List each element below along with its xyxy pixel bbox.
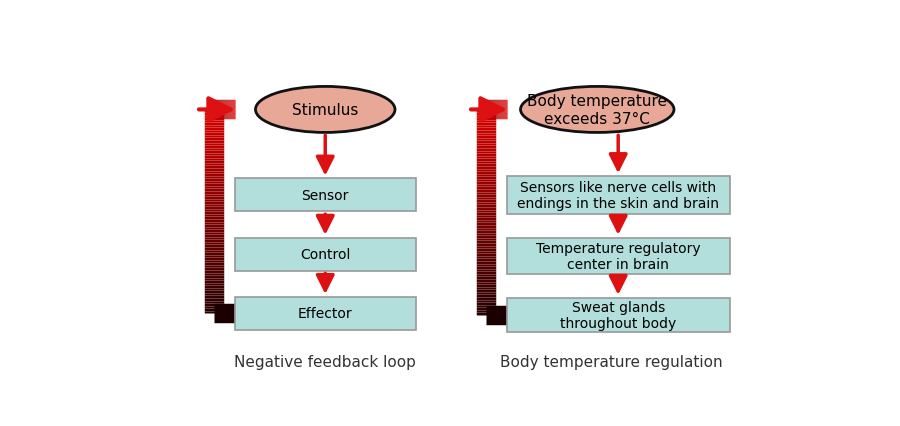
FancyBboxPatch shape	[507, 238, 730, 274]
Text: Temperature regulatory
center in brain: Temperature regulatory center in brain	[536, 241, 700, 271]
Text: Control: Control	[300, 248, 350, 262]
Text: Body temperature
exceeds 37°C: Body temperature exceeds 37°C	[527, 94, 667, 127]
FancyBboxPatch shape	[507, 298, 730, 332]
FancyBboxPatch shape	[235, 179, 416, 212]
Text: Sensors like nerve cells with
endings in the skin and brain: Sensors like nerve cells with endings in…	[518, 180, 719, 210]
Text: Sweat glands
throughout body: Sweat glands throughout body	[560, 300, 676, 330]
FancyBboxPatch shape	[235, 238, 416, 271]
FancyBboxPatch shape	[235, 297, 416, 330]
Text: Stimulus: Stimulus	[292, 103, 358, 118]
Text: Effector: Effector	[298, 307, 353, 320]
Ellipse shape	[520, 87, 674, 133]
Text: Body temperature regulation: Body temperature regulation	[500, 354, 723, 369]
Ellipse shape	[256, 87, 395, 133]
Text: Sensor: Sensor	[302, 188, 349, 202]
FancyBboxPatch shape	[507, 177, 730, 214]
Text: Negative feedback loop: Negative feedback loop	[234, 354, 416, 369]
